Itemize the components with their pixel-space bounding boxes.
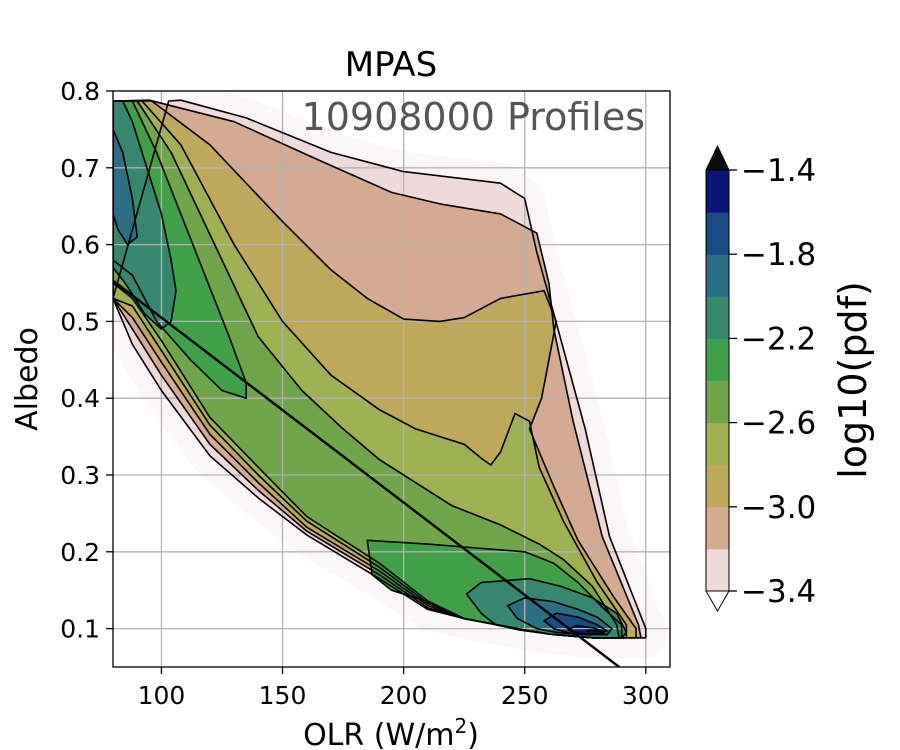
colorbar-segment-2 <box>706 464 729 508</box>
regression-line-group <box>113 279 620 667</box>
regression-line <box>113 279 620 667</box>
colorbar-tick-label-−1.4: −1.4 <box>741 153 816 189</box>
colorbar-segment-4 <box>706 380 729 424</box>
contour-line-13 <box>586 629 606 635</box>
colorbar-tick-label-−3.0: −3.0 <box>741 490 816 526</box>
x-axis-label: OLR (W/m2) <box>303 714 479 750</box>
contour-line-7 <box>113 100 177 330</box>
contour-line-4 <box>113 100 620 639</box>
y-tick-label-0.3: 0.3 <box>60 461 100 490</box>
y-axis-ticks: 0.1 0.2 0.3 0.4 0.5 0.6 0.7 0.8 <box>60 77 113 644</box>
contour-line-5 <box>113 100 247 400</box>
colorbar-extend-min <box>705 590 730 613</box>
colorbar-tick-label-−2.2: −2.2 <box>741 321 816 357</box>
y-tick-label-0.6: 0.6 <box>60 231 100 260</box>
y-tick-label-0.1: 0.1 <box>60 615 100 644</box>
colorbar-extend-max <box>705 144 730 171</box>
colorbar-segment-0 <box>706 548 729 592</box>
colorbar-segment-5 <box>706 338 729 381</box>
colorbar-label: log10(pdf) <box>831 281 875 479</box>
colorbar-segment-6 <box>706 296 729 339</box>
x-axis-label-superscript: 2 <box>454 714 467 738</box>
y-tick-label-0.8: 0.8 <box>60 77 100 106</box>
y-tick-label-0.2: 0.2 <box>60 538 100 567</box>
x-tick-label-100: 100 <box>138 681 186 710</box>
contour-line-8 <box>465 577 628 639</box>
plot-frame <box>112 90 671 668</box>
x-axis-ticks: 100 150 200 250 300 <box>138 667 670 710</box>
x-axis-label-end: ) <box>467 718 479 750</box>
contour-fill-3 <box>113 101 627 638</box>
colorbar-segment-1 <box>706 506 729 550</box>
x-tick-label-200: 200 <box>380 681 428 710</box>
y-tick-label-0.5: 0.5 <box>60 307 100 336</box>
y-tick-label-0.4: 0.4 <box>60 384 100 413</box>
contour-line-2 <box>113 100 637 639</box>
colorbar: −1.4 −1.8 −2.2 −2.6 −3.0 −3.4 <box>705 144 816 613</box>
colorbar-frame <box>705 169 730 592</box>
contour-lines <box>113 99 647 639</box>
x-axis-label-main: OLR (W/m <box>303 718 454 750</box>
contour-line-1 <box>113 99 642 639</box>
colorbar-tick-label-−1.8: −1.8 <box>741 237 816 273</box>
x-tick-label-250: 250 <box>501 681 549 710</box>
colorbar-segment-7 <box>706 254 729 297</box>
colorbar-segment-3 <box>706 422 729 466</box>
contour-line-3 <box>113 100 628 639</box>
contour-line-9 <box>113 128 138 246</box>
contour-fill-9 <box>113 129 138 245</box>
colorbar-segment-8 <box>706 212 729 255</box>
colorbar-tick-label-−3.4: −3.4 <box>741 574 816 610</box>
x-tick-label-150: 150 <box>259 681 307 710</box>
y-axis-label: Albedo <box>10 327 45 431</box>
chart-title: MPAS <box>345 45 438 85</box>
y-tick-label-0.7: 0.7 <box>60 154 100 183</box>
x-tick-label-300: 300 <box>622 681 670 710</box>
colorbar-segment-9 <box>706 170 729 213</box>
profile-count-annotation: 10908000 Profiles <box>302 95 645 139</box>
colorbar-tick-label-−2.6: −2.6 <box>741 406 816 442</box>
